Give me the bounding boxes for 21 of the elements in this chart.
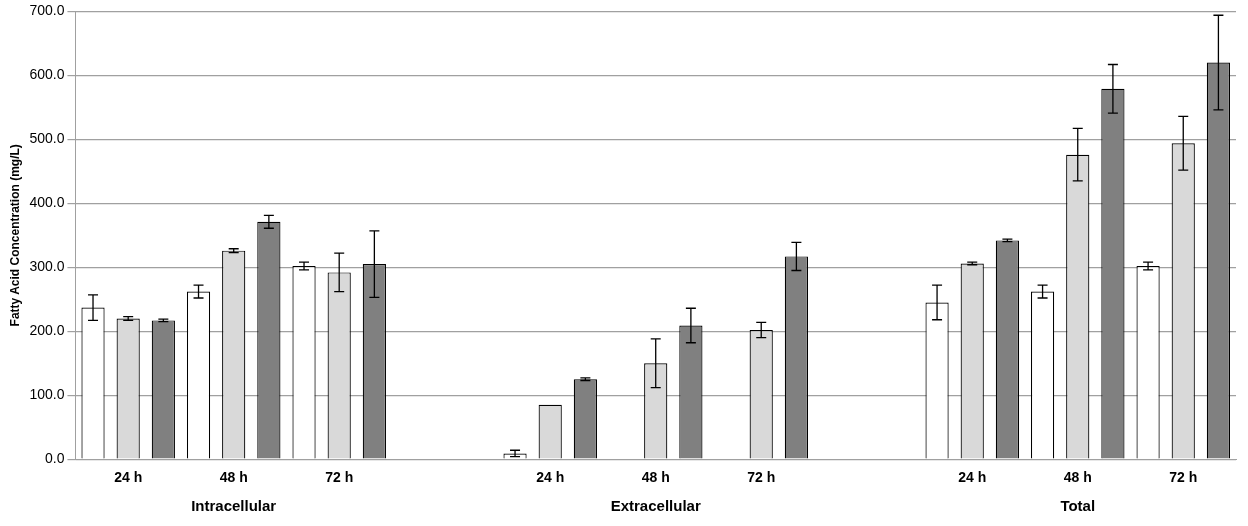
y-tick-label: 700.0 — [29, 2, 65, 19]
y-tick-label: 400.0 — [29, 194, 65, 211]
x-tick-label: 72 h — [325, 469, 354, 486]
x-tick-label: 24 h — [958, 469, 987, 486]
x-tick-label: 48 h — [641, 469, 670, 486]
text: Intracellular — [191, 497, 277, 515]
x-tick-label: 24 h — [536, 469, 565, 486]
y-tick-label: 600.0 — [29, 66, 65, 83]
x-tick-label: 72 h — [747, 469, 776, 486]
x-tick-label: 72 h — [1169, 469, 1198, 486]
y-tick-label: 0.0 — [44, 450, 65, 467]
y-tick-label: 500.0 — [29, 130, 65, 147]
y-tick-label: 300.0 — [29, 258, 65, 275]
y-tick-label: 100.0 — [29, 386, 65, 403]
x-tick-label: 24 h — [114, 469, 143, 486]
text: Total — [1060, 497, 1096, 515]
y-axis-title: Fatty Acid Concentration (mg/L) — [7, 144, 22, 327]
text: Extracellular — [610, 497, 701, 515]
y-tick-label: 200.0 — [29, 322, 65, 339]
x-tick-label: 48 h — [219, 469, 248, 486]
x-tick-label: 48 h — [1063, 469, 1092, 486]
